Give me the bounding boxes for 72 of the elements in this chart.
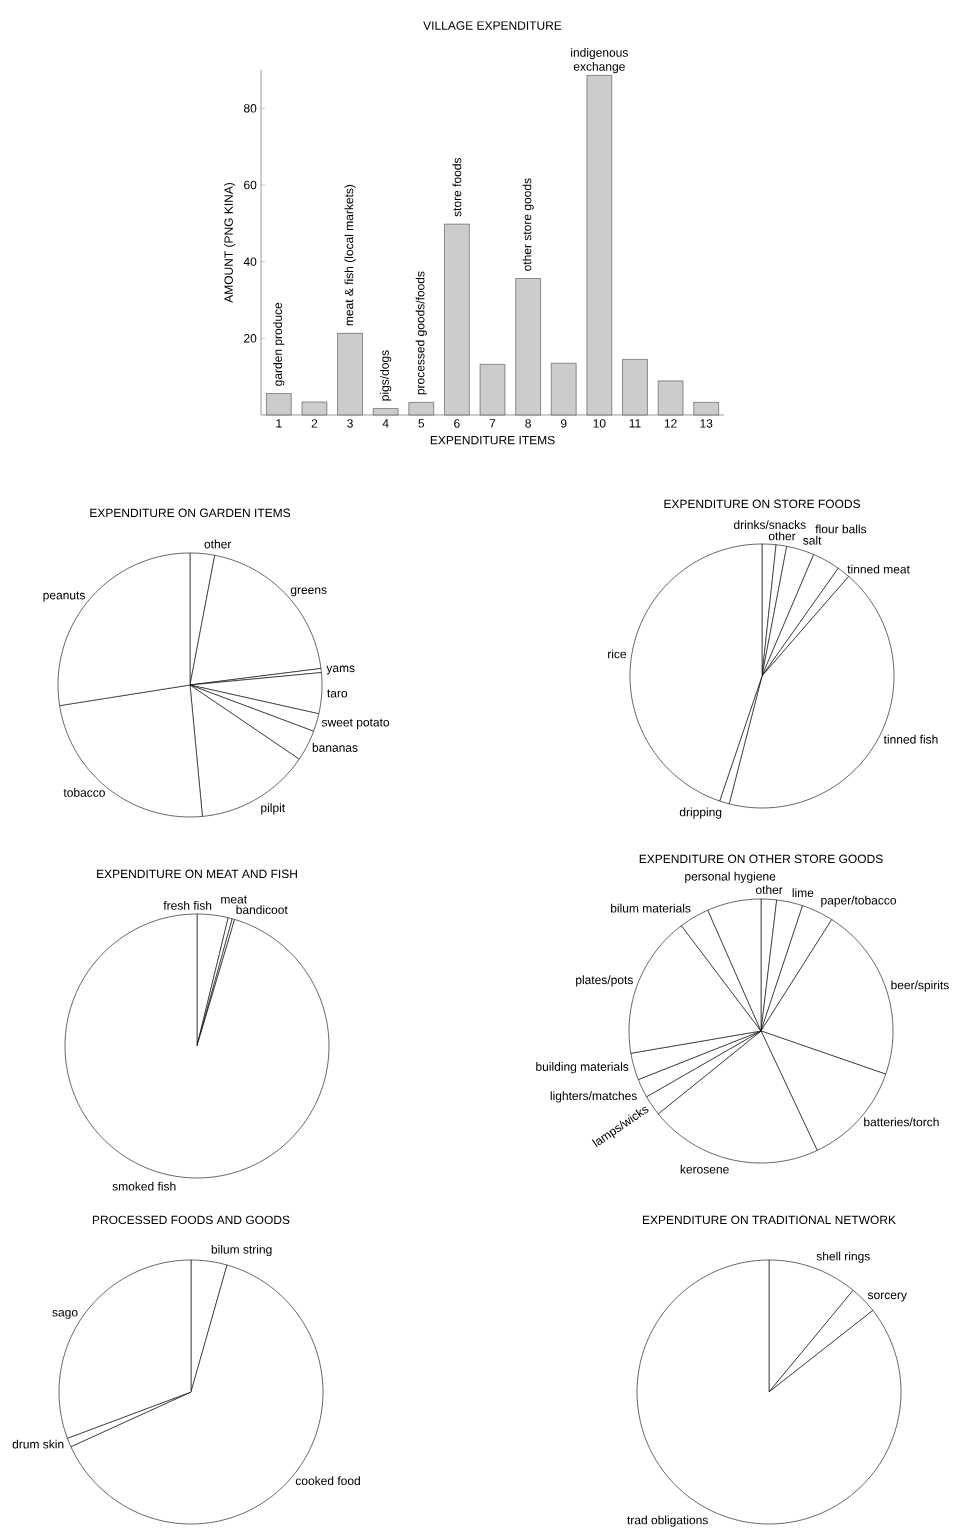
slice-label: cooked food — [295, 1476, 360, 1486]
slice-label: lighters/matches — [550, 1091, 637, 1103]
slice-label: yams — [326, 665, 355, 675]
chart-title: EXPENDITURE ON GARDEN ITEMS — [90, 508, 291, 518]
slice-label: smoked fish — [112, 1181, 176, 1191]
slice-label: shell rings — [816, 1251, 870, 1263]
slice-label: sorcery — [867, 1292, 907, 1302]
slice-label: tinned fish — [883, 734, 938, 744]
slice-label: other — [768, 531, 796, 541]
x-axis-title: EXPENDITURE ITEMS — [430, 435, 555, 445]
annotation: pigs/dogs — [380, 350, 392, 401]
slice-label: personal hygiene — [685, 871, 776, 884]
annotation: other store goods — [522, 178, 534, 271]
slice-label: sweet potato — [321, 718, 390, 729]
slice-label: salt — [803, 535, 822, 545]
annotation: processed goods/foods — [415, 271, 427, 395]
slice-label: batteries/torch — [864, 1117, 939, 1127]
slice-label: trad obligations — [627, 1515, 708, 1527]
chart-title: EXPENDITURE ON TRADITIONAL NETWORK — [642, 1215, 896, 1225]
slice-label: other — [755, 885, 783, 895]
slice-label: flour balls — [815, 524, 867, 534]
y-tick-label: 60 — [244, 180, 257, 190]
chart-title: PROCESSED FOODS AND GOODS — [92, 1215, 290, 1225]
x-tick-label: 5 — [418, 419, 425, 428]
x-tick-label: 11 — [629, 419, 641, 428]
y-axis-title: AMOUNT (PNG KINA) — [224, 182, 236, 303]
x-tick-label: 10 — [593, 419, 606, 428]
slice-label: sago — [52, 1310, 78, 1319]
chart-title: VILLAGE EXPENDITURE — [423, 21, 562, 30]
slice-label: other — [204, 539, 232, 549]
y-tick-label: 20 — [244, 334, 257, 343]
slice-label: peanuts — [43, 591, 85, 602]
x-tick-label: 12 — [664, 419, 677, 428]
slice-label: drinks/snacks — [733, 520, 806, 529]
x-tick-label: 4 — [382, 419, 389, 428]
slice-label: kerosene — [680, 1164, 729, 1174]
chart-title: EXPENDITURE ON STORE FOODS — [664, 499, 861, 509]
x-tick-label: 9 — [560, 419, 567, 428]
slice-label: greens — [290, 587, 327, 597]
slice-label: tinned meat — [847, 564, 910, 574]
annotation: indigenous exchange — [571, 47, 628, 74]
slice-label: taro — [327, 689, 348, 698]
slice-label: bananas — [312, 743, 358, 752]
slice-label: fresh fish — [163, 900, 212, 910]
x-tick-label: 3 — [347, 419, 353, 428]
slice-label: pilpit — [261, 803, 286, 815]
x-tick-label: 2 — [311, 419, 318, 428]
chart-title: EXPENDITURE ON MEAT AND FISH — [97, 869, 297, 879]
x-tick-label: 13 — [700, 419, 713, 428]
x-tick-label: 7 — [489, 419, 496, 428]
y-tick-label: 80 — [243, 104, 257, 113]
slice-label: meat — [221, 895, 247, 904]
slice-label: tobacco — [63, 788, 105, 797]
chart-title: EXPENDITURE ON OTHER STORE GOODS — [639, 854, 883, 864]
slice-label: dripping — [679, 807, 722, 819]
annotation: meat & fish (local markets) — [344, 184, 356, 326]
annotation: garden produce — [273, 302, 285, 386]
slice-label: lime — [792, 888, 814, 898]
x-tick-label: 8 — [525, 419, 531, 428]
slice-label: paper/tobacco — [821, 895, 897, 907]
slice-label: rice — [608, 649, 627, 659]
y-tick-label: 40 — [243, 257, 257, 266]
slice-label: beer/spirits — [891, 980, 949, 992]
slice-label: drum skin — [12, 1439, 64, 1449]
slice-label: bilum string — [211, 1244, 272, 1257]
slice-label: building materials — [536, 1062, 629, 1074]
slice-label: bandicoot — [236, 905, 288, 915]
x-tick-label: 1 — [276, 419, 282, 428]
annotation: store foods — [452, 157, 462, 217]
slice-label: bilum materials — [611, 903, 691, 913]
x-tick-label: 6 — [454, 419, 460, 428]
slice-label: plates/pots — [576, 975, 633, 987]
